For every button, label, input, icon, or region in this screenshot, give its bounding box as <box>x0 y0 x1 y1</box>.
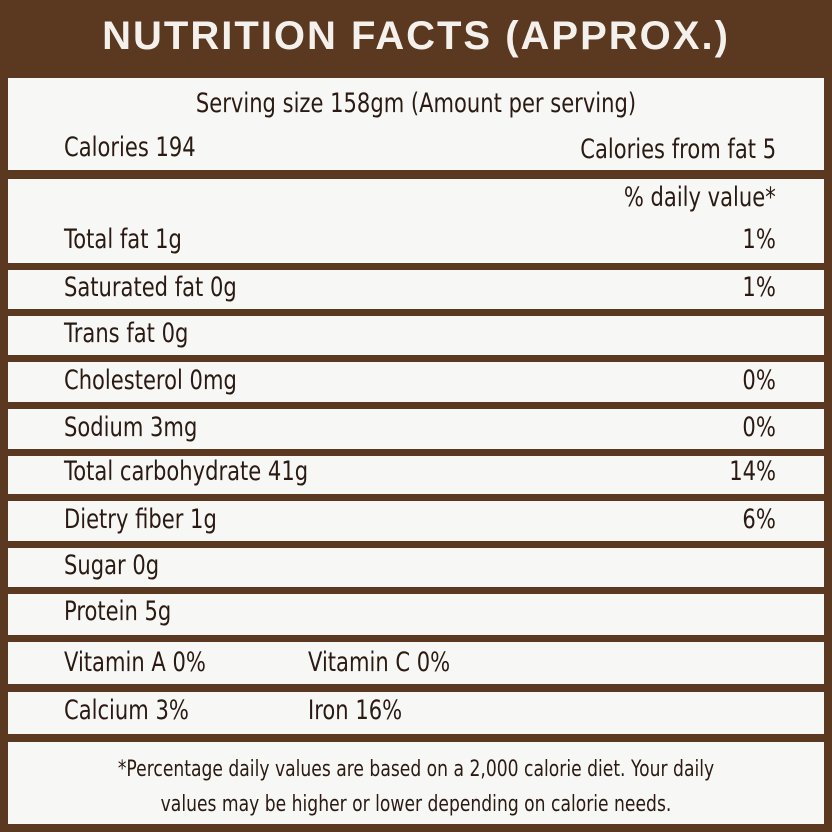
divider <box>8 448 824 456</box>
divider <box>8 262 824 270</box>
divider <box>8 586 824 594</box>
vitamin: Calcium 3% <box>64 695 189 726</box>
nutrient-label: Protein 5g <box>64 596 172 627</box>
nutrient-label: Total carbohydrate 41g <box>64 456 309 487</box>
divider <box>8 493 824 501</box>
daily-value-header: % daily value* <box>624 182 776 213</box>
nutrient-label: Cholesterol 0mg <box>64 365 237 396</box>
footnote: values may be higher or lower depending … <box>160 792 672 817</box>
divider <box>8 734 824 742</box>
divider <box>8 634 824 642</box>
nutrient-label: Saturated fat 0g <box>64 272 237 303</box>
calories: Calories 194 <box>64 132 196 163</box>
title: NUTRITION FACTS (APPROX.) <box>102 14 730 58</box>
daily-value: 0% <box>742 412 776 443</box>
divider <box>8 354 824 362</box>
nutrient-label: Trans fat 0g <box>64 318 189 349</box>
serving-size: Serving size 158gm (Amount per serving) <box>195 88 637 119</box>
vitamin: Iron 16% <box>308 695 403 726</box>
divider <box>8 540 824 548</box>
footnote: *Percentage daily values are based on a … <box>117 757 715 782</box>
vitamin: Vitamin C 0% <box>308 647 451 678</box>
daily-value: 14% <box>729 456 776 487</box>
daily-value: 0% <box>742 365 776 396</box>
nutrient-label: Total fat 1g <box>64 224 182 255</box>
daily-value: 1% <box>742 272 776 303</box>
divider <box>8 401 824 409</box>
divider <box>8 169 824 179</box>
divider <box>8 684 824 692</box>
daily-value: 6% <box>742 504 776 535</box>
divider <box>8 308 824 316</box>
calories-from-fat: Calories from fat 5 <box>580 134 776 165</box>
nutrient-label: Sodium 3mg <box>64 412 198 443</box>
daily-value: 1% <box>742 224 776 255</box>
nutrient-label: Sugar 0g <box>64 550 160 581</box>
vitamin: Vitamin A 0% <box>64 647 206 678</box>
nutrient-label: Dietry fiber 1g <box>64 504 217 535</box>
